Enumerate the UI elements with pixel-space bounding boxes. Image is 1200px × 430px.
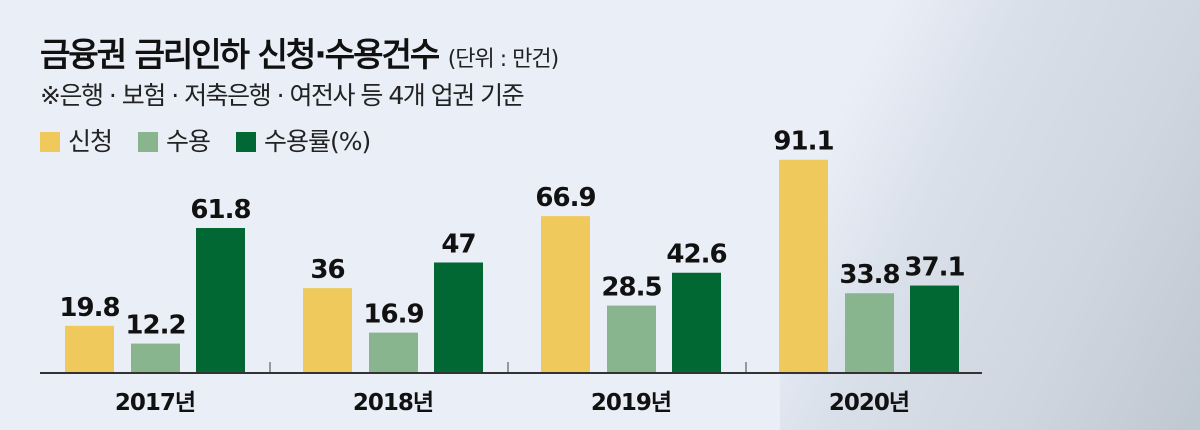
bar (779, 159, 828, 372)
note: ※은행 · 보험 · 저축은행 · 여전사 등 4개 업권 기준 (40, 81, 525, 110)
data-label: 61.8 (190, 195, 250, 225)
legend-label: 수용률(%) (264, 127, 371, 156)
data-label: 36 (310, 255, 344, 285)
unit-label: (단위 : 만건) (447, 47, 560, 72)
bar (131, 343, 180, 372)
data-label: 33.8 (839, 260, 899, 290)
x-tick-label: 2020년 (829, 390, 909, 416)
bar (369, 332, 418, 372)
bar (434, 262, 483, 372)
legend-item-apply: 신청 (40, 122, 113, 158)
legend-swatch (138, 132, 159, 152)
x-tick-label: 2019년 (591, 390, 671, 416)
data-label: 66.9 (535, 183, 595, 213)
bar (910, 285, 959, 372)
legend-swatch (236, 132, 257, 152)
legend-label: 신청 (68, 127, 113, 156)
x-tick-label: 2017년 (115, 390, 195, 416)
bar (196, 228, 245, 372)
data-label: 28.5 (601, 273, 661, 303)
bar (303, 288, 352, 372)
legend-item-accept: 수용 (138, 122, 211, 158)
legend-item-rate: 수용률(%) (236, 122, 371, 158)
title-text: 금융권 금리인하 신청·수용건수 (40, 35, 440, 74)
chart-title: 금융권 금리인하 신청·수용건수 (단위 : 만건) (40, 28, 560, 76)
data-label: 91.1 (773, 127, 833, 157)
data-label: 16.9 (363, 300, 423, 330)
bar (607, 305, 656, 372)
data-label: 37.1 (904, 253, 964, 283)
bar (672, 272, 721, 372)
legend-label: 수용 (166, 127, 211, 156)
bar (65, 325, 114, 372)
bar (845, 293, 894, 372)
data-label: 42.6 (666, 240, 726, 270)
x-tick-label: 2018년 (353, 390, 433, 416)
bar (541, 216, 590, 372)
legend: 신청 수용 수용률(%) (40, 122, 371, 158)
legend-swatch (40, 132, 60, 152)
data-label: 47 (441, 229, 475, 259)
data-label: 19.8 (59, 293, 119, 323)
data-label: 12.2 (125, 311, 185, 341)
